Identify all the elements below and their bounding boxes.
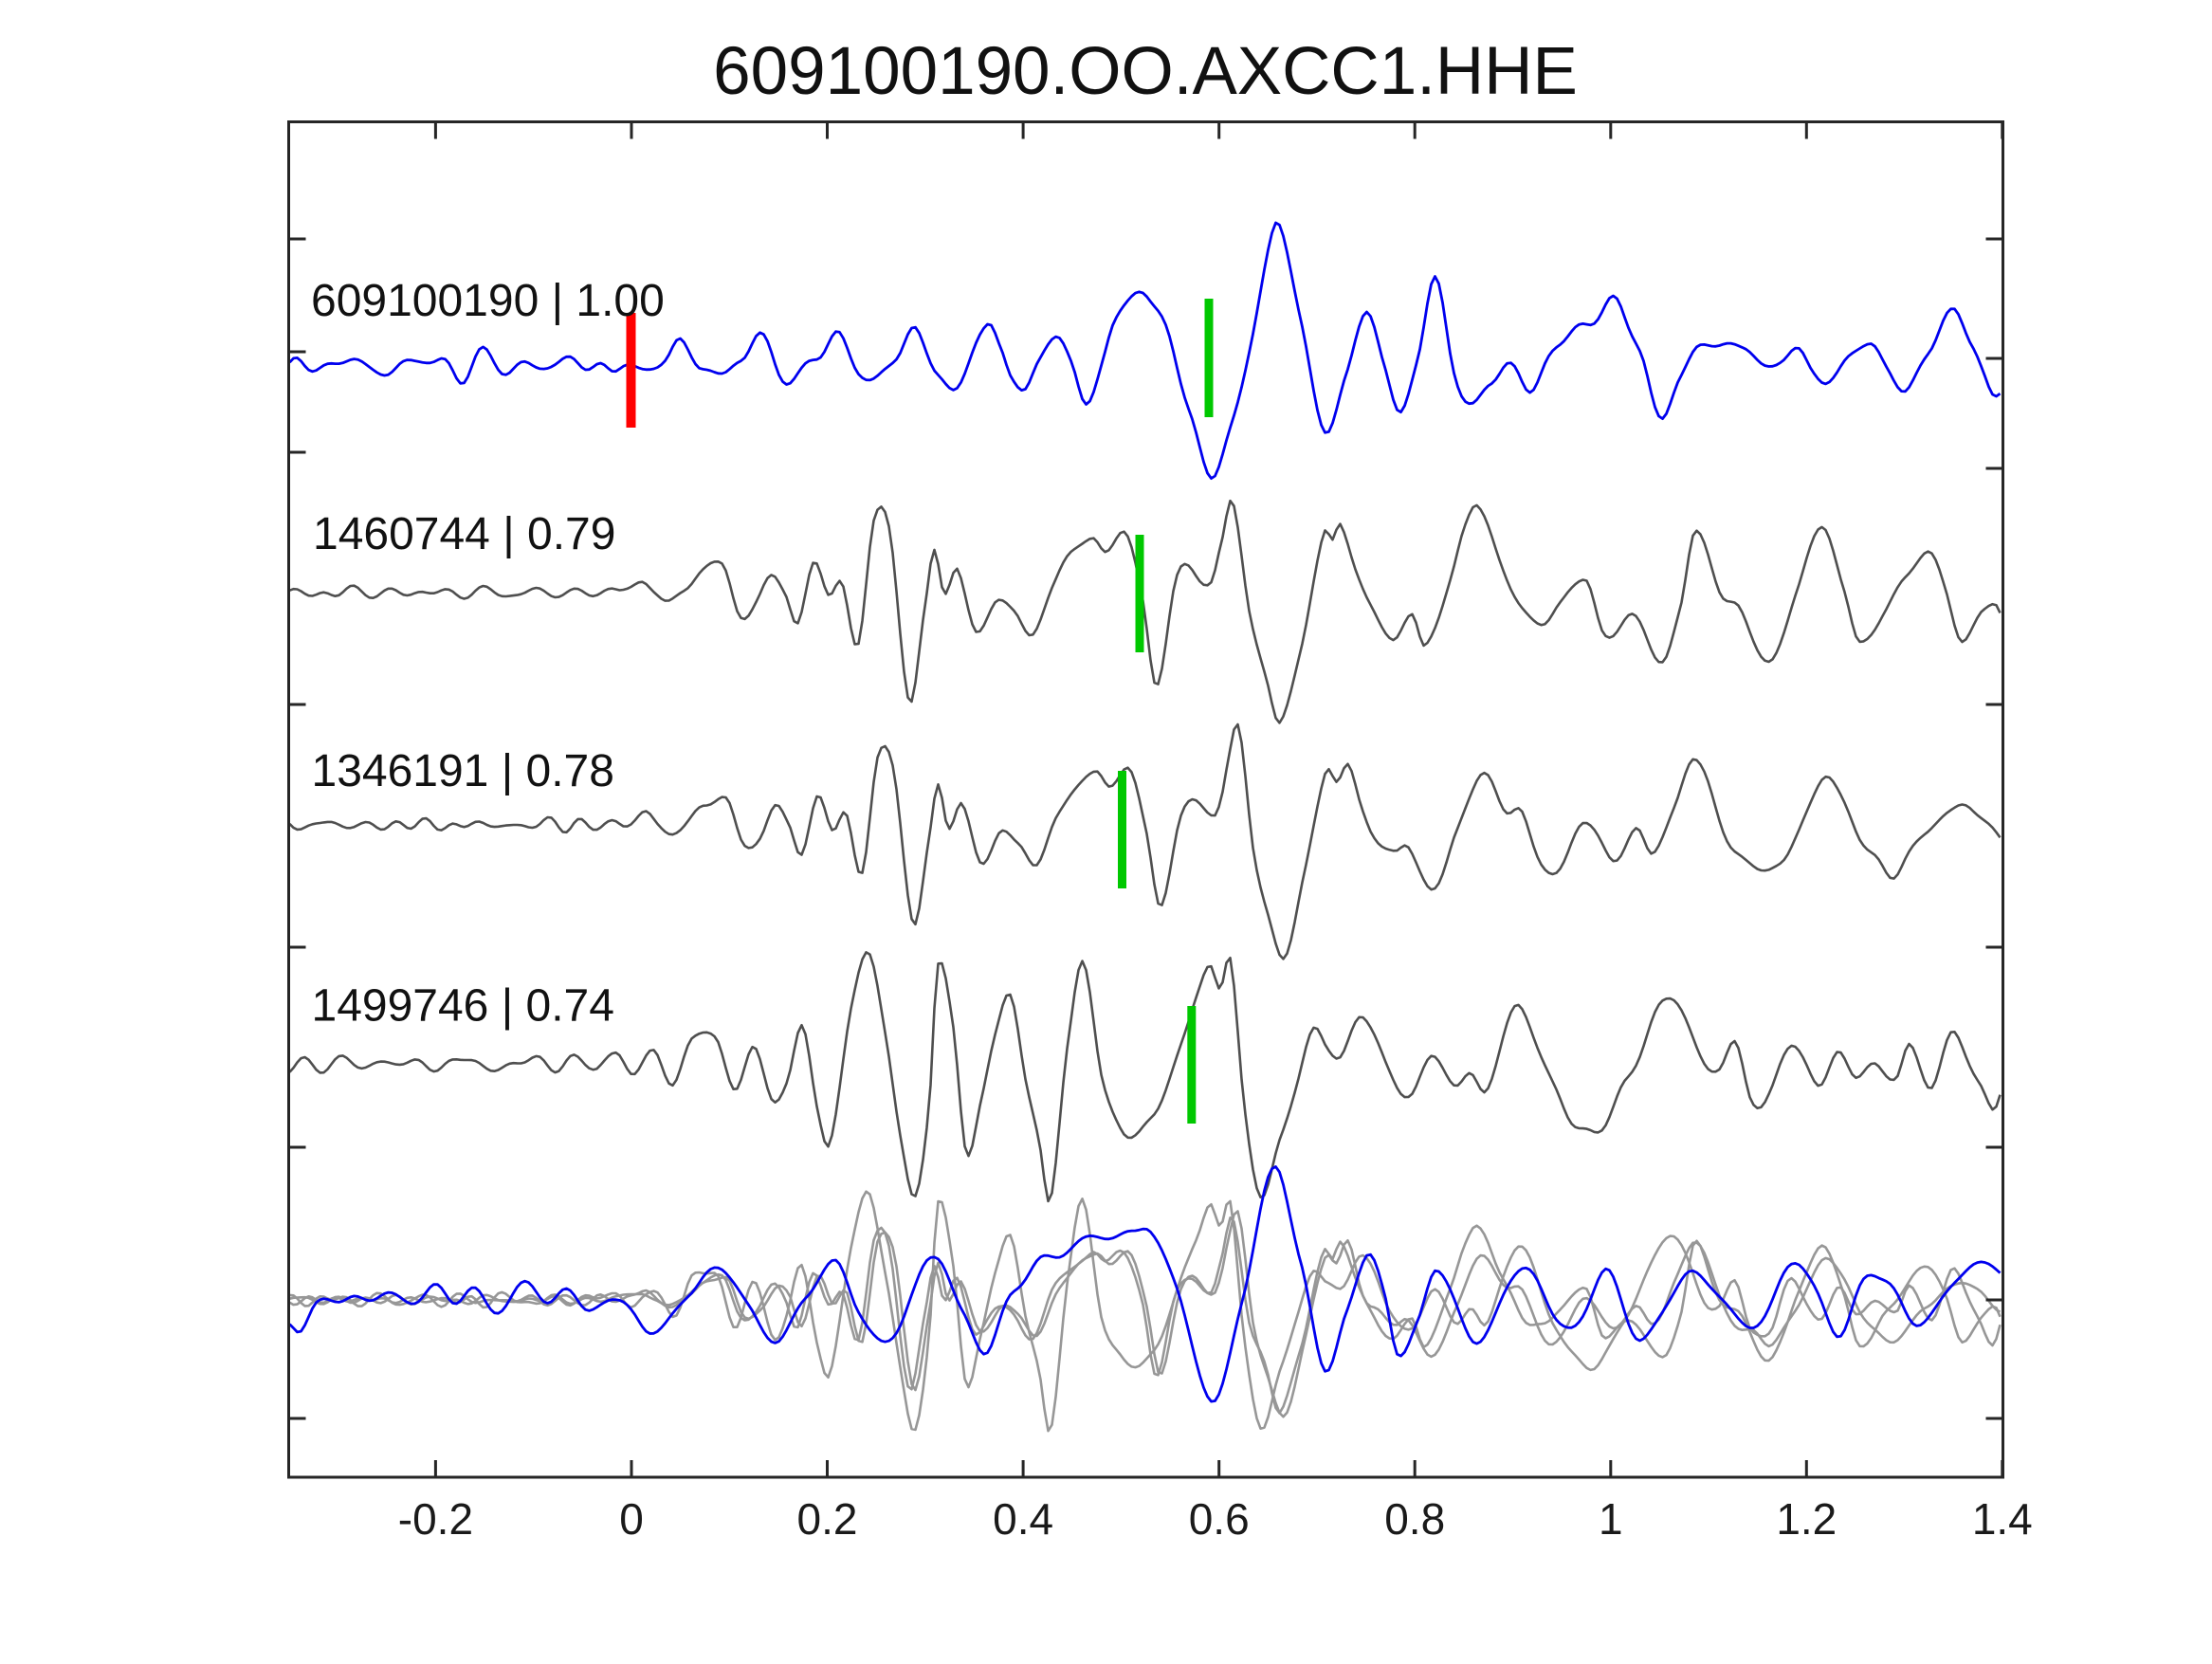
svg-text:0.2: 0.2 <box>797 1494 858 1544</box>
svg-text:1346191 | 0.78: 1346191 | 0.78 <box>312 746 614 796</box>
svg-text:-0.2: -0.2 <box>398 1494 473 1544</box>
svg-text:0.8: 0.8 <box>1384 1494 1445 1544</box>
svg-text:1.2: 1.2 <box>1776 1494 1837 1544</box>
svg-text:1499746 | 0.74: 1499746 | 0.74 <box>312 981 614 1032</box>
svg-text:0.4: 0.4 <box>993 1494 1053 1544</box>
svg-text:609100190 | 1.00: 609100190 | 1.00 <box>311 276 665 326</box>
svg-text:1.4: 1.4 <box>1972 1494 2033 1544</box>
svg-text:1460744 | 0.79: 1460744 | 0.79 <box>313 509 615 559</box>
svg-text:0: 0 <box>619 1494 644 1544</box>
svg-text:609100190.OO.AXCC1.HHE: 609100190.OO.AXCC1.HHE <box>713 34 1578 109</box>
svg-text:0.6: 0.6 <box>1189 1494 1250 1544</box>
svg-text:1: 1 <box>1599 1494 1623 1544</box>
